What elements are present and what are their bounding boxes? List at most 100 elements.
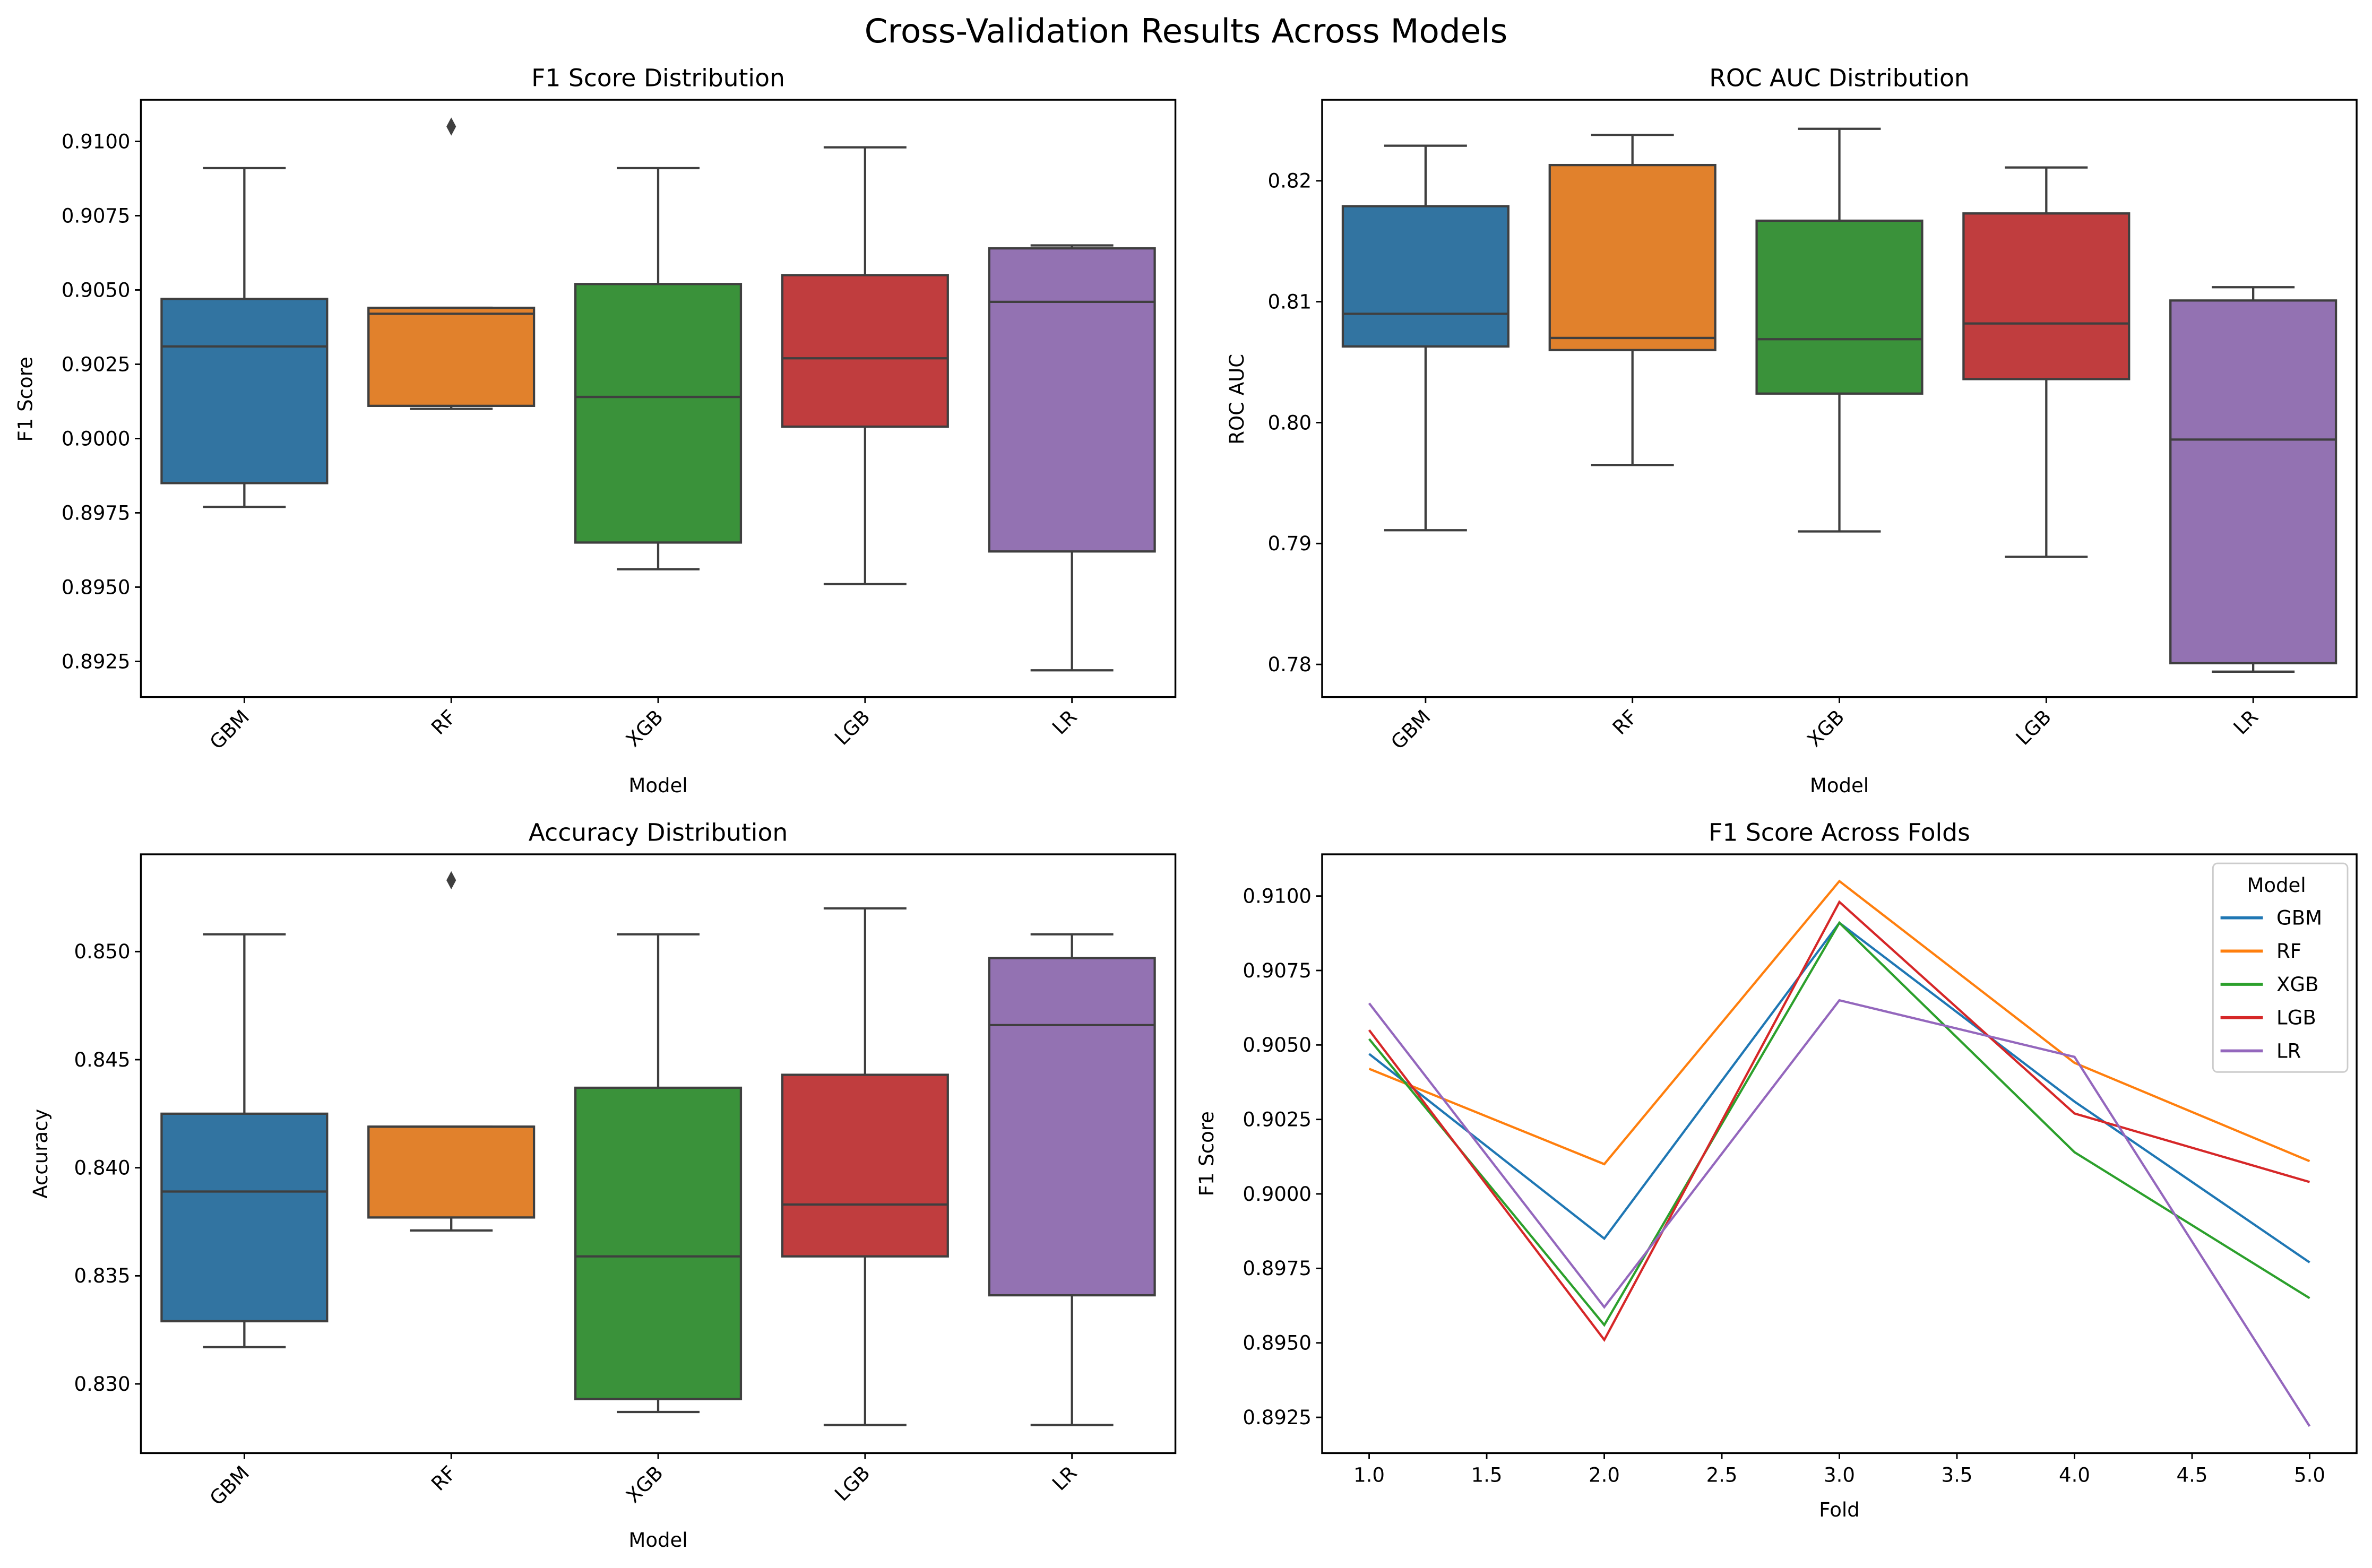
iqr-box [781,1073,949,1258]
box-rf [1548,134,1717,466]
legend-label-lr: LR [2276,1039,2301,1062]
y-tick-label: 0.9000 [1243,1183,1312,1206]
iqr-box [988,247,1156,553]
y-tick-label: 0.9025 [1243,1108,1312,1131]
legend-title: Model [2247,874,2306,897]
box-lr [988,933,1156,1426]
box-lr [2169,286,2338,673]
panel-roc-auc-distribution: ROC AUC Distribution Model ROC AUC GBM RF… [1226,64,2358,797]
iqr-box [367,1125,536,1219]
series-line-lgb [1368,900,2310,1342]
y-tick-label: 0.78 [1268,653,1312,676]
series-lines [1368,879,2311,1427]
box-lgb [1962,166,2131,558]
y-tick-label: 0.79 [1268,532,1312,555]
iqr-box [1755,219,1924,395]
iqr-box [574,283,743,544]
axes-frame [1321,853,2358,1454]
y-tick-label: 0.9050 [62,279,131,301]
y-tick-label: 0.9100 [62,130,131,153]
box-xgb [1755,127,1924,533]
iqr-box [367,306,536,407]
panel-title: F1 Score Distribution [531,64,785,92]
box-xgb [574,933,743,1414]
y-tick-label: 0.8925 [1243,1406,1312,1429]
figure-title: Cross-Validation Results Across Models [865,12,1508,50]
y-tick-label: 0.9050 [1243,1034,1312,1056]
iqr-box [160,1112,329,1323]
x-axis-label: Model [628,774,687,797]
x-tick-label: 4.5 [2177,1464,2208,1487]
x-axis-label: Model [1810,774,1869,797]
iqr-box [988,957,1156,1297]
y-tick-label: 0.8975 [1243,1257,1312,1280]
series-line-lr [1368,999,2311,1427]
iqr-box [1548,163,1717,351]
x-tick-label: 1.5 [1471,1464,1503,1487]
x-tick-label: 5.0 [2294,1464,2325,1487]
box-lgb [781,146,949,585]
y-tick-label: 0.81 [1268,290,1312,313]
y-tick-label: 0.82 [1268,170,1312,193]
x-tick-label: 2.5 [1706,1464,1738,1487]
y-axis-label: Accuracy [29,1109,52,1199]
y-tick-label: 0.8975 [62,501,131,524]
iqr-box [1341,205,1510,348]
iqr-box [1962,212,2131,380]
y-tick-label: 0.9100 [1243,885,1312,907]
y-tick-label: 0.8950 [62,576,131,599]
iqr-box [781,274,949,428]
y-tick-label: 0.835 [74,1264,130,1287]
legend-label-gbm: GBM [2276,907,2322,930]
y-axis-label: F1 Score [1195,1111,1218,1196]
box-lr [988,244,1156,672]
iqr-box [2169,299,2338,664]
y-axis-label: ROC AUC [1226,354,1248,445]
y-tick-label: 0.850 [74,940,130,963]
legend-frame [2212,862,2349,1073]
axes-frame [140,853,1177,1454]
series-line-xgb [1368,921,2310,1327]
y-tick-label: 0.80 [1268,411,1312,434]
panel-title: F1 Score Across Folds [1709,818,1970,846]
x-tick-label: 4.0 [2059,1464,2090,1487]
x-tick-label: 2.0 [1589,1464,1620,1487]
legend-label-rf: RF [2276,940,2301,963]
series-line-rf [1368,879,2310,1166]
box-gbm [160,933,329,1348]
y-tick-label: 0.8925 [62,650,131,673]
legend-label-lgb: LGB [2276,1007,2316,1029]
box-gbm [160,167,329,508]
box-rf [367,871,536,1232]
x-tick-label: 1.0 [1353,1464,1385,1487]
y-tick-label: 0.9075 [62,204,131,227]
y-axis-label: F1 Score [14,357,37,441]
x-tick-label: 3.5 [1942,1464,1973,1487]
panel-f1-across-folds: F1 Score Across Folds Fold F1 Score Mode… [1195,818,2358,1521]
y-tick-label: 0.840 [74,1157,130,1180]
panel-title: ROC AUC Distribution [1709,64,1970,92]
panel-title: Accuracy Distribution [529,818,788,846]
y-tick-label: 0.9000 [62,427,131,450]
y-tick-label: 0.845 [74,1049,130,1071]
box-rf [367,117,536,410]
y-tick-label: 0.8950 [1243,1332,1312,1355]
y-tick-label: 0.9075 [1243,959,1312,982]
panel-f1-distribution: F1 Score Distribution Model F1 Score GBM… [14,64,1177,797]
axes-frame [1321,99,2358,698]
x-axis-label: Model [628,1529,687,1552]
box-xgb [574,167,743,570]
box-lgb [781,907,949,1426]
iqr-box [160,298,329,484]
legend-label-xgb: XGB [2276,973,2318,996]
box-gbm [1341,144,1510,532]
iqr-box [574,1086,743,1400]
x-axis-label: Fold [1819,1498,1859,1521]
x-tick-label: 3.0 [1824,1464,1855,1487]
legend: Model GBM RF XGB LGB LR [2212,862,2349,1073]
panel-accuracy-distribution: Accuracy Distribution Model Accuracy GBM… [29,818,1177,1552]
y-tick-label: 0.9025 [62,353,131,376]
axes-frame [140,99,1177,698]
y-tick-label: 0.830 [74,1373,130,1396]
